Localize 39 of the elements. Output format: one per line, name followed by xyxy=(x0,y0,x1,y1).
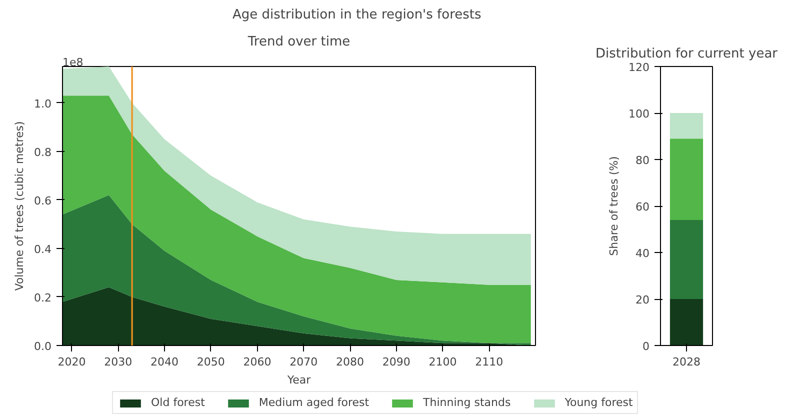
chart-subtitle: Trend over time xyxy=(246,34,350,50)
x-tick-label: 2030 xyxy=(104,356,132,368)
bar xyxy=(670,220,704,299)
x-tick-label: 2040 xyxy=(150,356,179,368)
legend-label: Medium aged forest xyxy=(258,396,370,409)
x-tick-label: 2080 xyxy=(336,356,364,368)
x-axis-title: Year xyxy=(286,374,312,386)
y-tick-label: 20 xyxy=(636,294,650,306)
y-tick-label: 80 xyxy=(636,154,650,167)
y-tick-label: 0.2 xyxy=(34,291,52,304)
y-tick-label: 100 xyxy=(628,108,650,120)
legend-label: Young forest xyxy=(564,396,633,409)
x-tick-label: 2050 xyxy=(196,356,225,368)
x-tick-label: 2110 xyxy=(475,356,504,368)
y-axis-title: Share of trees (%) xyxy=(608,156,621,256)
bar xyxy=(670,299,704,346)
y-tick-label: 1.0 xyxy=(34,97,52,110)
x-tick-label: 2028 xyxy=(672,356,701,368)
y-tick-label: 0.0 xyxy=(34,340,52,353)
chart-title: Distribution for current year xyxy=(595,46,778,62)
x-tick-label: 2060 xyxy=(243,356,272,368)
y-tick-label: 0.4 xyxy=(34,242,52,256)
y-tick-label: 40 xyxy=(636,247,650,260)
legend-label: Old forest xyxy=(151,396,205,409)
chart-title: Age distribution in the region's forests xyxy=(232,8,482,22)
legend-label: Thinning stands xyxy=(423,396,511,409)
x-tick-label: 2090 xyxy=(382,356,410,368)
x-tick-label: 2020 xyxy=(58,356,86,368)
y-tick-label: 0 xyxy=(642,340,650,353)
x-tick-label: 2070 xyxy=(290,356,318,368)
y-tick-label: 0.8 xyxy=(34,146,52,159)
y-tick-label: 120 xyxy=(628,61,650,74)
y-axis-title: Volume of trees (cubic metres) xyxy=(13,121,26,291)
y-tick-label: 60 xyxy=(636,200,650,214)
bar xyxy=(670,113,704,139)
bar xyxy=(670,138,704,220)
annotation: 1e8 xyxy=(62,56,84,69)
y-tick-label: 0.6 xyxy=(34,194,52,208)
x-tick-label: 2100 xyxy=(428,356,457,368)
